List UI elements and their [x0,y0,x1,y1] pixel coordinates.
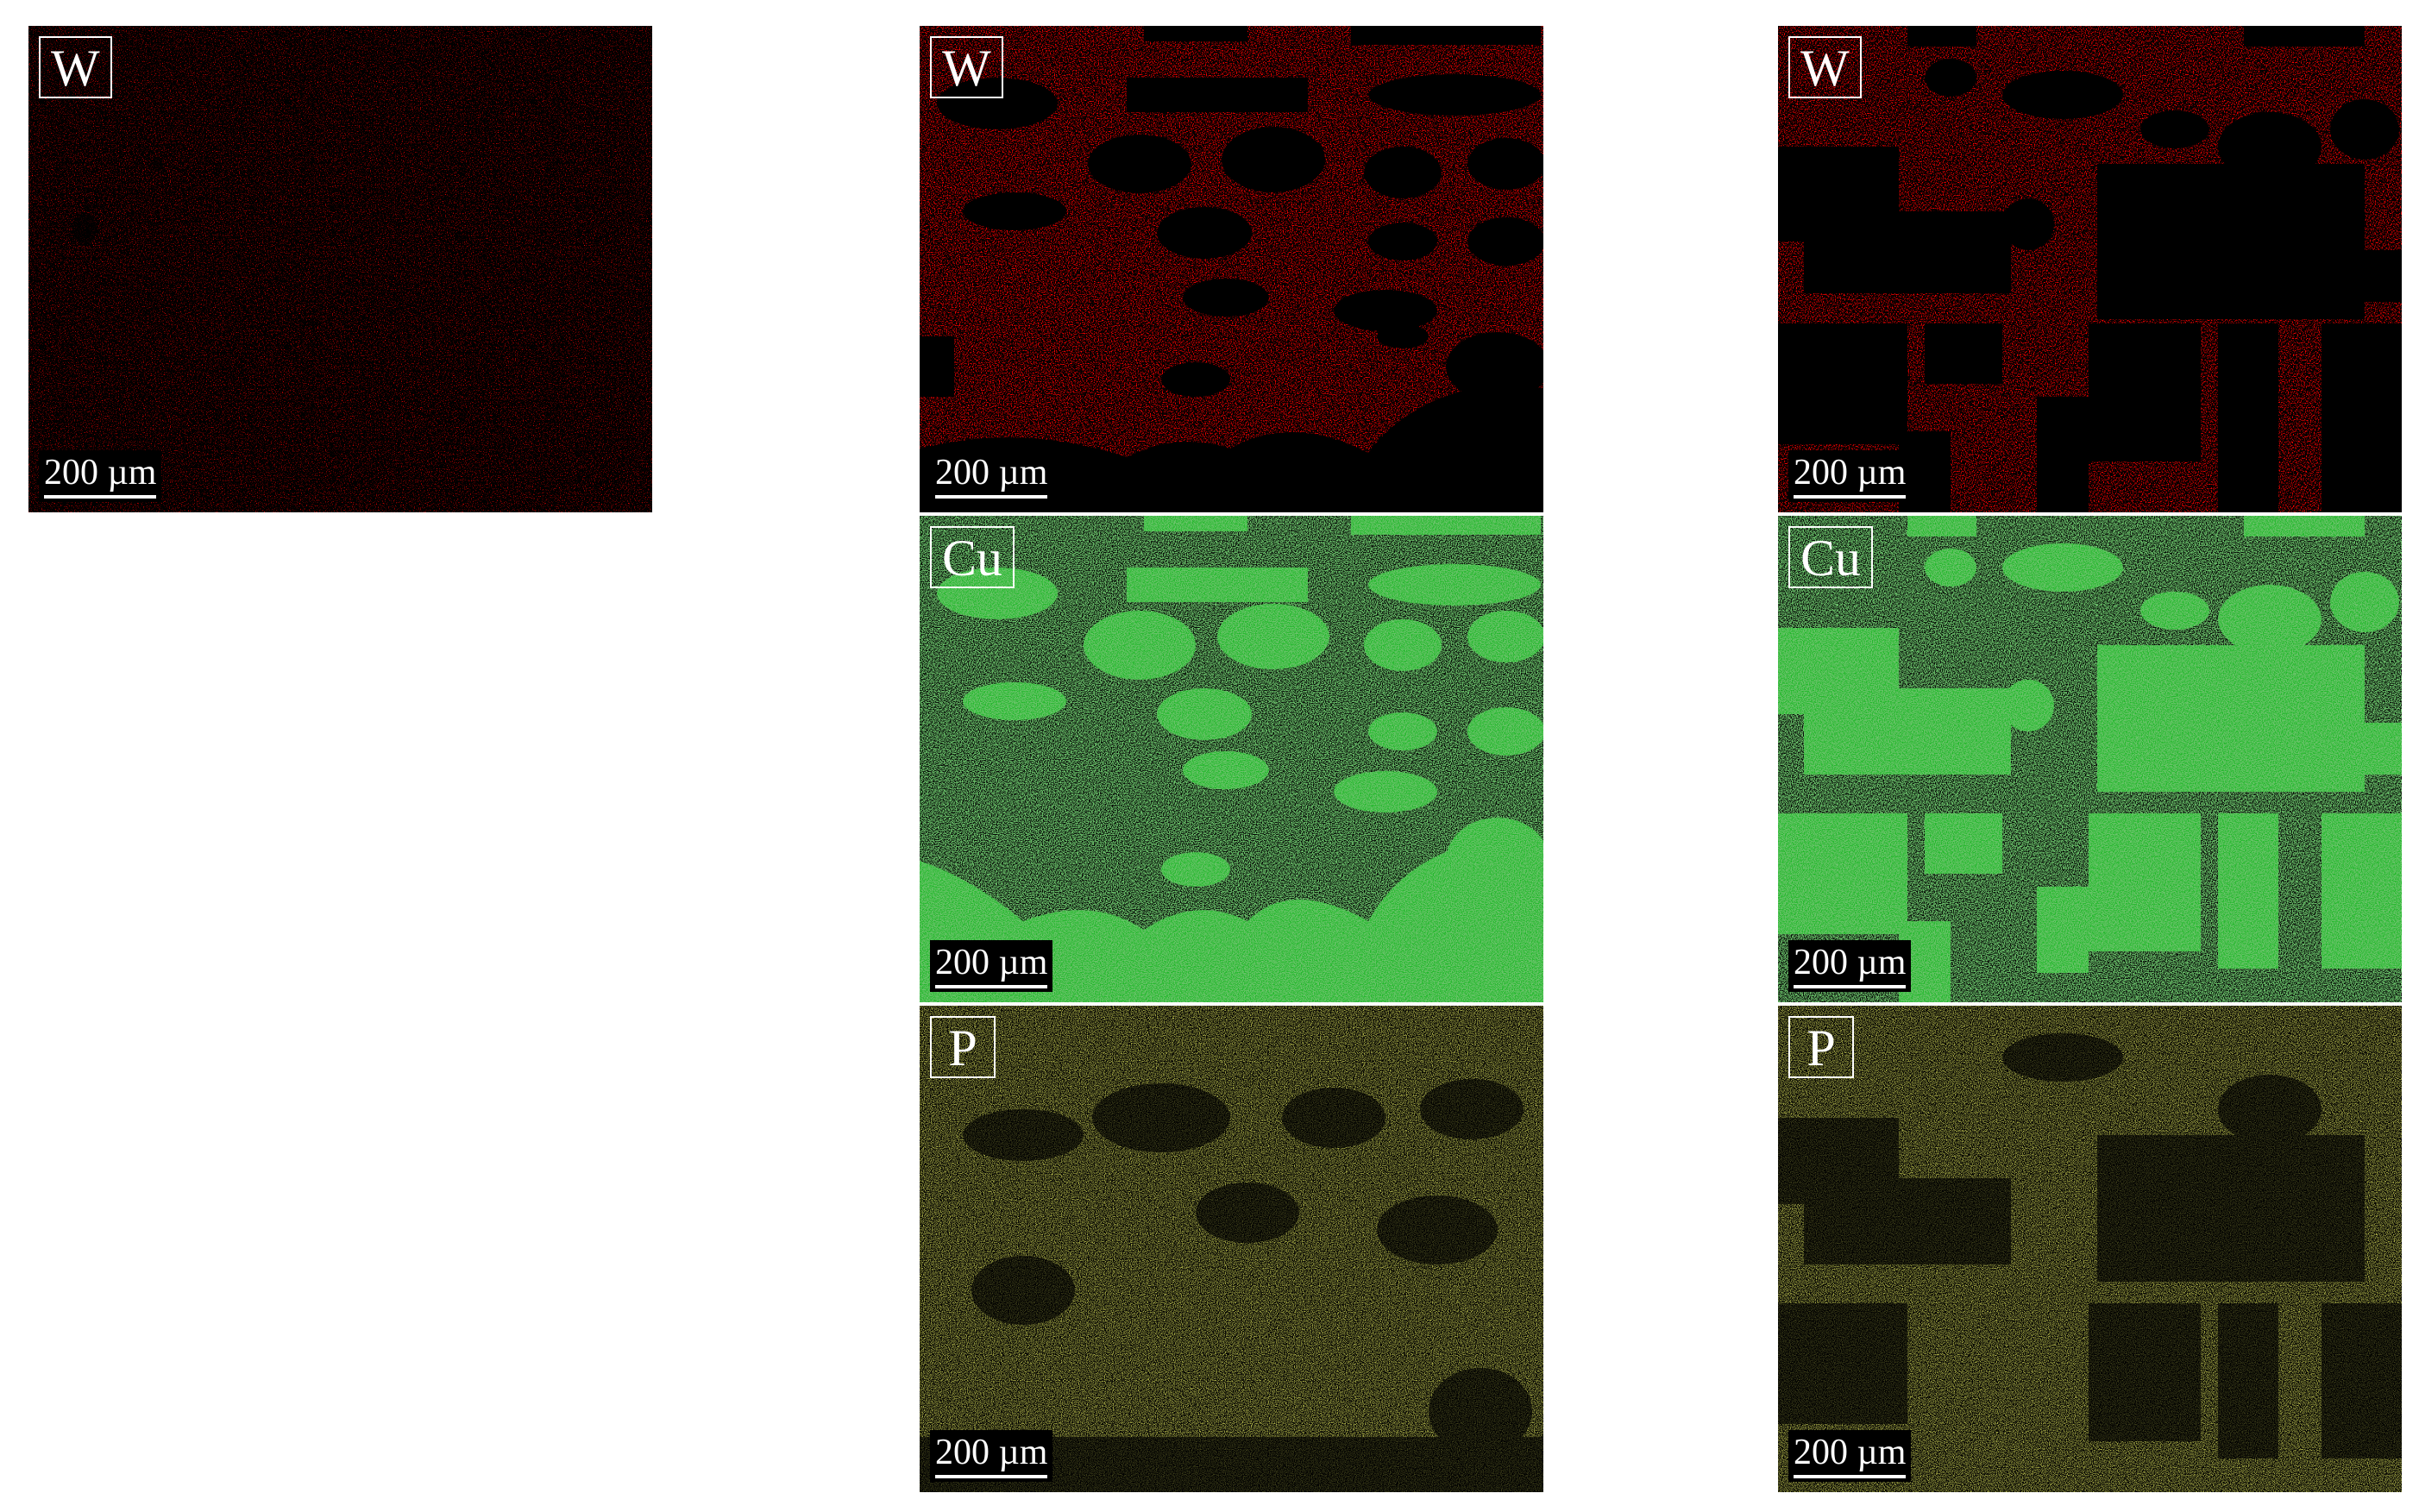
eds-map-b-cu: Cu 200 µm [920,516,1543,1002]
scale-bar: 200 µm [1788,450,1912,502]
scale-bar-line [935,985,1048,988]
element-label: Cu [1788,526,1874,588]
scale-bar-line [44,495,157,499]
scale-bar-line [1794,985,1907,988]
scale-bar-label: 200 µm [44,453,157,492]
scale-bar-label: 200 µm [935,453,1048,492]
cu-distribution-map [920,516,1543,1002]
scale-bar: 200 µm [39,450,162,502]
scale-bar: 200 µm [930,1430,1053,1482]
element-label: P [930,1016,996,1078]
eds-map-c-w: W 200 µm [1778,26,2402,512]
element-label: W [1788,36,1862,98]
eds-map-c-p: P 200 µm [1778,1006,2402,1492]
w-distribution-map [28,26,652,512]
element-label: W [930,36,1003,98]
scale-bar: 200 µm [1788,1430,1912,1482]
element-label: P [1788,1016,1854,1078]
scale-bar-label: 200 µm [1794,453,1907,492]
scale-bar-line [935,495,1048,499]
element-label: Cu [930,526,1015,588]
element-label: W [39,36,112,98]
w-distribution-map [1778,26,2402,512]
scale-bar-line [1794,495,1907,499]
eds-map-b-p: P 200 µm [920,1006,1543,1492]
scale-bar: 200 µm [930,450,1053,502]
scale-bar-line [935,1475,1048,1478]
scale-bar: 200 µm [930,940,1053,992]
p-distribution-map [1778,1006,2402,1492]
cu-distribution-map [1778,516,2402,1002]
scale-bar-label: 200 µm [935,1433,1048,1472]
eds-map-b-w: W 200 µm [920,26,1543,512]
scale-bar-label: 200 µm [935,943,1048,982]
scale-bar-line [1794,1475,1907,1478]
scale-bar-label: 200 µm [1794,1433,1907,1472]
scale-bar-label: 200 µm [1794,943,1907,982]
eds-map-a-w: W 200 µm [28,26,652,512]
eds-map-c-cu: Cu 200 µm [1778,516,2402,1002]
w-distribution-map [920,26,1543,512]
p-distribution-map [920,1006,1543,1492]
scale-bar: 200 µm [1788,940,1912,992]
